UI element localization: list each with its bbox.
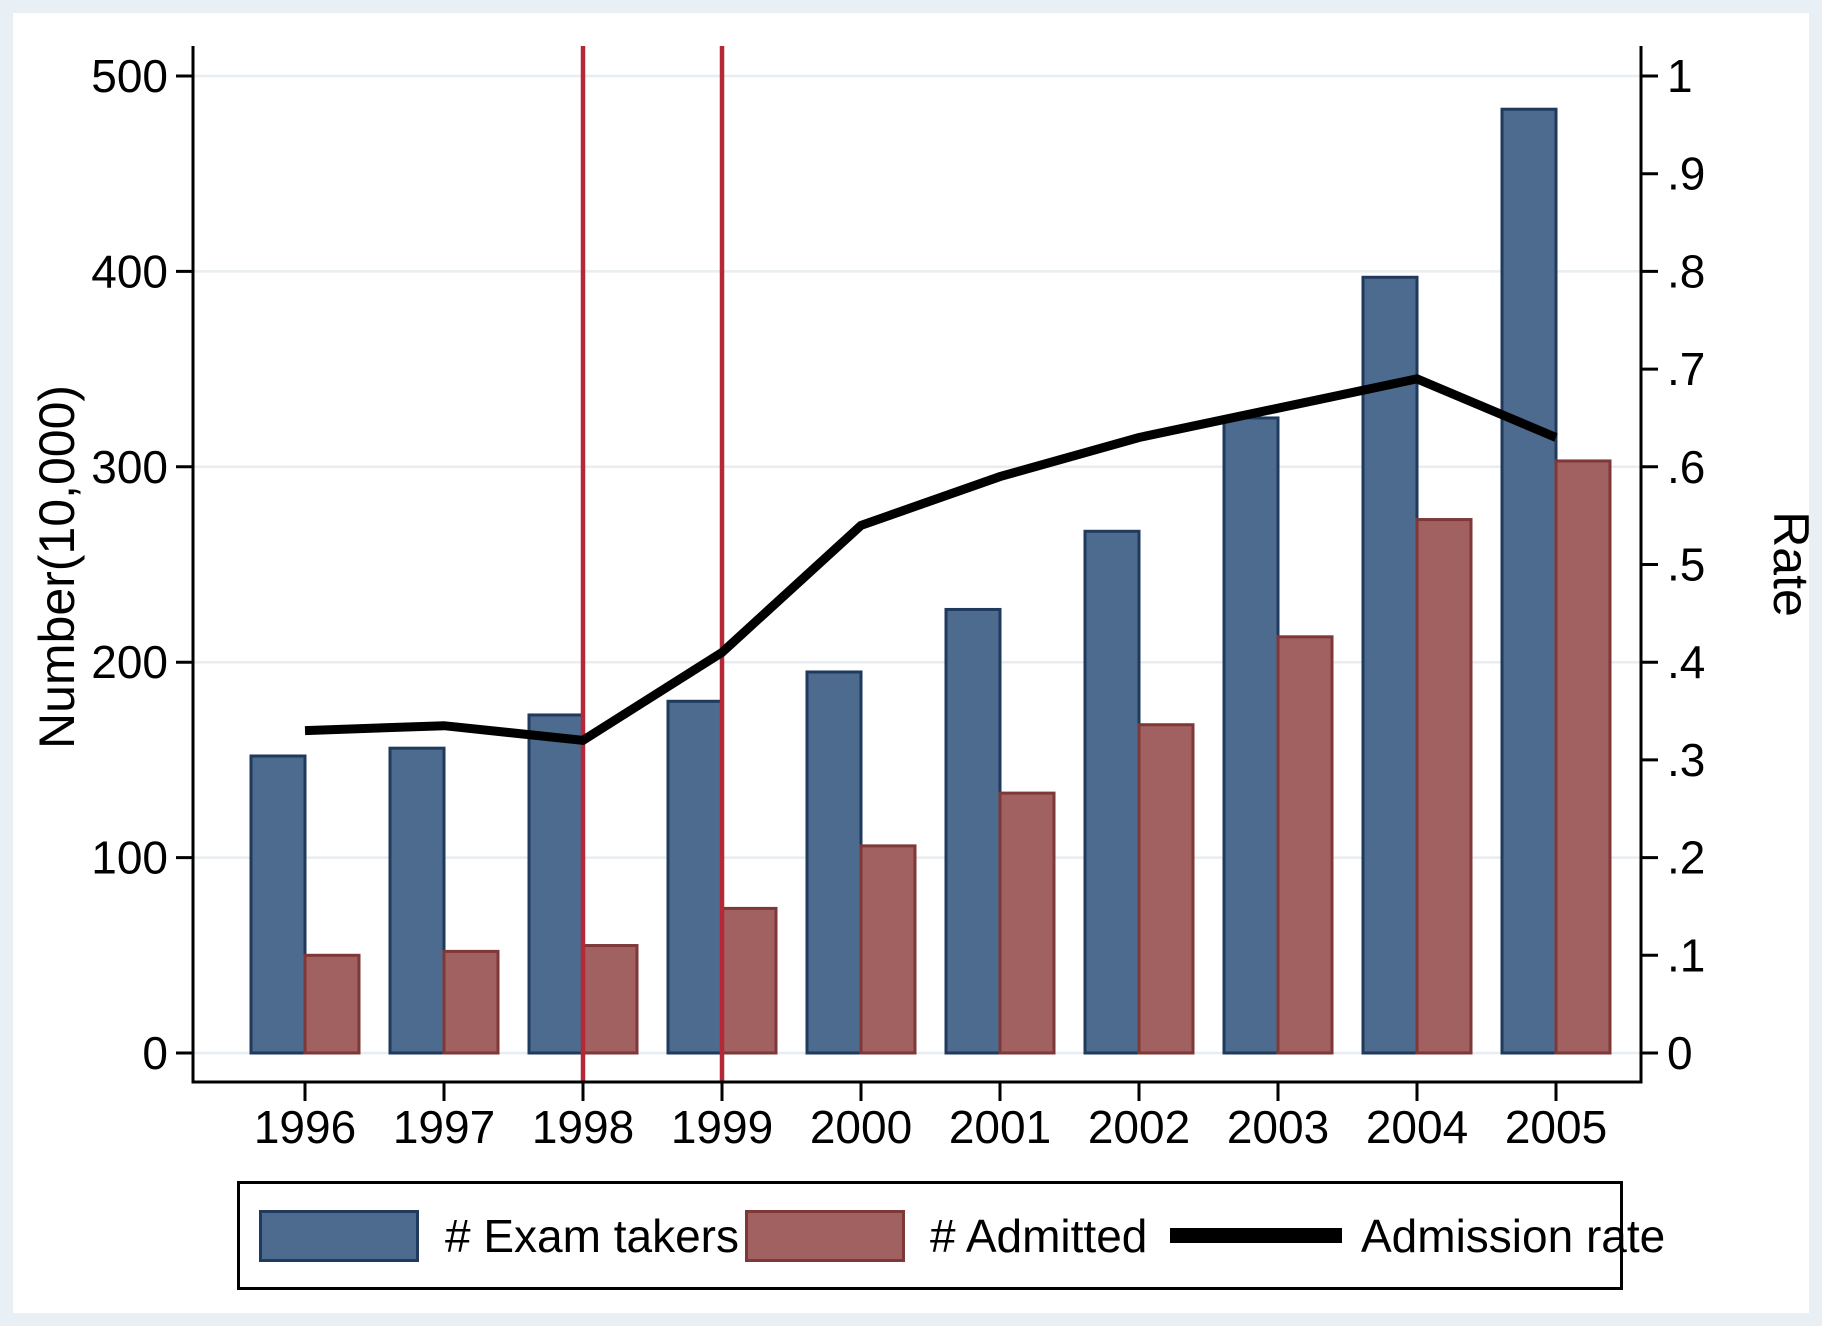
x-tick-label: 1998 [532, 1101, 634, 1153]
exam-takers-bar [805, 670, 863, 1055]
admitted-bar [1137, 723, 1195, 1055]
x-tick-label: 2002 [1088, 1101, 1190, 1153]
admitted-bar [1276, 635, 1334, 1055]
admitted-bar [998, 791, 1056, 1055]
exam-takers-bar [1222, 416, 1280, 1055]
admitted-bar [303, 953, 361, 1055]
x-tick-label: 2000 [810, 1101, 912, 1153]
left-tick-label: 500 [91, 50, 168, 102]
x-tick-label: 2004 [1366, 1101, 1468, 1153]
right-tick-label: .9 [1667, 148, 1705, 200]
admitted-bar [581, 944, 639, 1055]
left-tick-label: 0 [142, 1027, 168, 1079]
admitted-bar [720, 906, 778, 1055]
exam-takers-bar [1083, 529, 1141, 1055]
admitted-swatch [745, 1210, 905, 1262]
x-tick-label: 2005 [1505, 1101, 1607, 1153]
x-tick-label: 1997 [393, 1101, 495, 1153]
left-tick-label: 100 [91, 832, 168, 884]
left-tick-label: 400 [91, 245, 168, 297]
right-tick-label: .2 [1667, 832, 1705, 884]
x-tick-label: 1999 [671, 1101, 773, 1153]
right-tick-label: 1 [1667, 50, 1693, 102]
right-tick-label: .3 [1667, 734, 1705, 786]
exam-takers-bar [527, 713, 585, 1055]
right-tick-label: .7 [1667, 343, 1705, 395]
x-tick-label: 2003 [1227, 1101, 1329, 1153]
left-tick-label: 200 [91, 636, 168, 688]
legend-label-exam-takers: # Exam takers [445, 1209, 739, 1262]
exam-takers-bar [1361, 275, 1419, 1055]
legend-label-admission-rate: Admission rate [1361, 1209, 1666, 1262]
x-tick-label: 2001 [949, 1101, 1051, 1153]
legend-label-admitted: # Admitted [930, 1209, 1148, 1262]
x-tick-label: 1996 [254, 1101, 356, 1153]
admitted-bar [442, 949, 500, 1055]
legend: # Exam takers # Admitted Admission rate [237, 1181, 1665, 1290]
right-tick-label: .6 [1667, 441, 1705, 493]
right-axis-title: Rate [1763, 511, 1819, 617]
admission-rate-line-sample [1170, 1228, 1342, 1243]
exam-takers-bar [944, 607, 1002, 1055]
right-tick-label: .4 [1667, 636, 1705, 688]
admitted-bar [1554, 459, 1612, 1055]
exam-takers-bar [249, 754, 307, 1055]
left-tick-label: 300 [91, 441, 168, 493]
right-tick-label: 0 [1667, 1027, 1693, 1079]
admission-rate-line [304, 374, 1558, 745]
exam-takers-bar [1500, 107, 1558, 1055]
exam-takers-bar [666, 699, 724, 1055]
right-tick-label: .8 [1667, 245, 1705, 297]
exam-takers-bar [388, 746, 446, 1055]
admitted-bar [1415, 518, 1473, 1055]
right-tick-label: .5 [1667, 539, 1705, 591]
right-tick-label: .1 [1667, 929, 1705, 981]
admitted-bar [859, 844, 917, 1055]
left-axis-title: Number(10,000) [29, 384, 85, 750]
exam-takers-swatch [259, 1210, 419, 1262]
